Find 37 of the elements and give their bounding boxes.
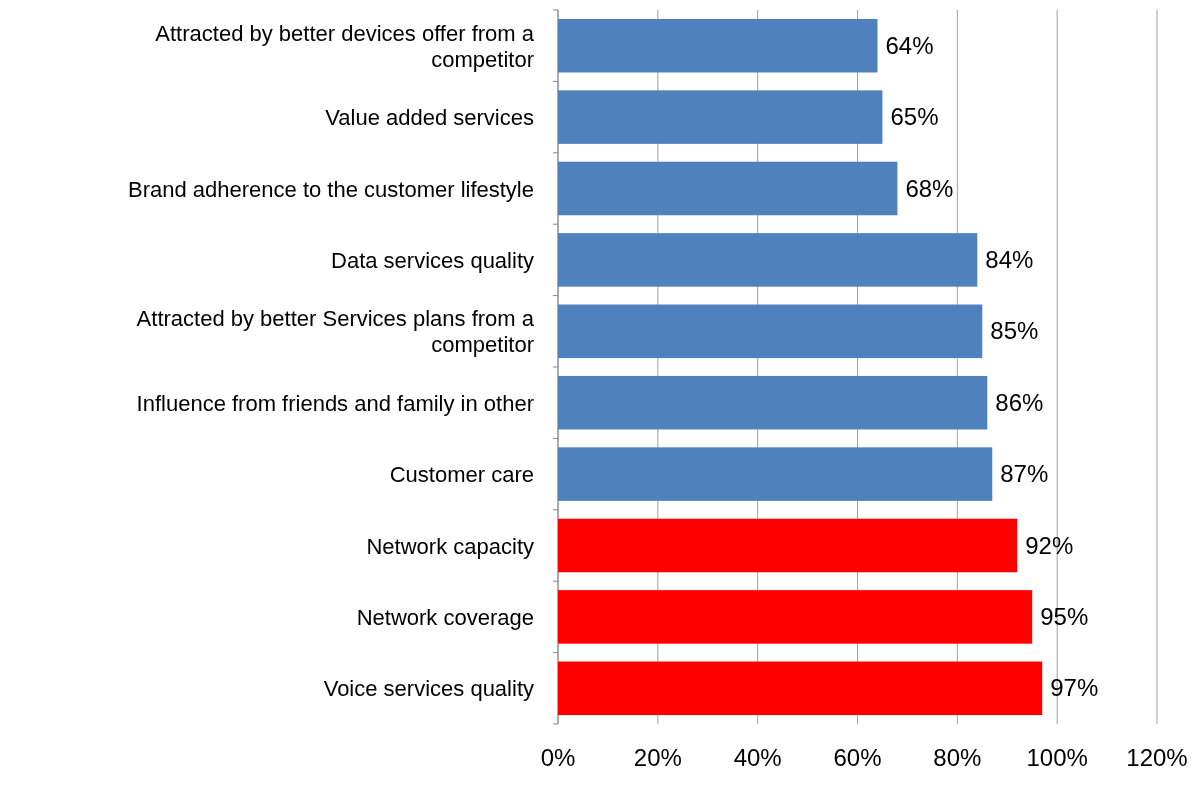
y-tick-label: Customer care — [389, 462, 534, 488]
data-label: 65% — [890, 103, 939, 131]
data-label: 95% — [1040, 602, 1089, 630]
data-label: 85% — [990, 317, 1039, 345]
y-tick-label: Attracted by better Services plans from a competitor — [136, 306, 535, 358]
bar — [558, 661, 1043, 716]
data-label: 64% — [885, 31, 934, 59]
y-tick-label: Network capacity — [366, 533, 534, 559]
x-tick-label: 120% — [1126, 744, 1188, 771]
y-tick-label: Brand adherence to the customer lifestyle — [127, 176, 534, 202]
x-tick-label: 40% — [733, 744, 782, 771]
x-tick-label: 0% — [540, 744, 576, 771]
y-tick-label: Value added services — [325, 105, 534, 131]
data-label: 97% — [1050, 674, 1099, 702]
x-tick-label: 80% — [933, 744, 982, 771]
bar — [558, 304, 983, 359]
bar — [558, 18, 878, 73]
bar — [558, 233, 978, 287]
y-tick-label: Network coverage — [356, 604, 534, 630]
x-tick-label: 20% — [633, 744, 682, 771]
data-label: 84% — [985, 245, 1034, 273]
data-label: 92% — [1025, 531, 1074, 559]
bar — [558, 161, 898, 216]
data-label: 86% — [995, 388, 1044, 416]
y-tick-label: Attracted by better devices offer from a competitor — [155, 20, 535, 72]
data-label: 87% — [1000, 460, 1049, 488]
bar — [558, 90, 883, 144]
bar — [558, 375, 988, 430]
bar — [558, 590, 1033, 644]
bar — [558, 518, 1018, 573]
y-tick-label: Voice services quality — [323, 676, 534, 702]
y-tick-label: Influence from friends and family in other — [136, 390, 534, 416]
x-tick-label: 100% — [1026, 744, 1088, 771]
x-tick-label: 60% — [833, 744, 882, 771]
bar — [558, 447, 993, 501]
y-tick-label: Data services quality — [331, 247, 534, 273]
data-label: 68% — [905, 174, 954, 202]
